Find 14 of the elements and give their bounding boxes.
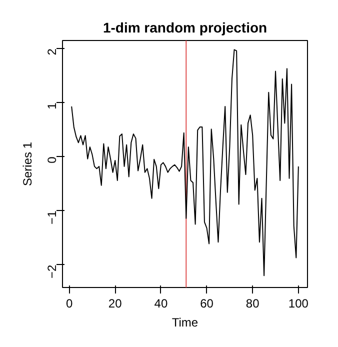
x-tick-label: 100: [288, 296, 309, 310]
x-tick-label: 80: [246, 296, 260, 310]
y-tick-label: −2: [45, 264, 59, 278]
x-axis-title: Time: [172, 316, 198, 330]
x-tick-label: 0: [66, 296, 73, 310]
y-axis-title: Series 1: [20, 142, 34, 186]
x-tick-label: 20: [108, 296, 122, 310]
y-tick-label: 1: [45, 102, 59, 110]
chart-title: 1-dim random projection: [102, 20, 268, 36]
y-tick-label: 2: [45, 48, 59, 56]
x-tick-label: 60: [200, 296, 214, 310]
y-tick-label: −1: [45, 210, 59, 224]
x-tick-label: 40: [154, 296, 168, 310]
y-tick-label: 0: [45, 156, 59, 164]
